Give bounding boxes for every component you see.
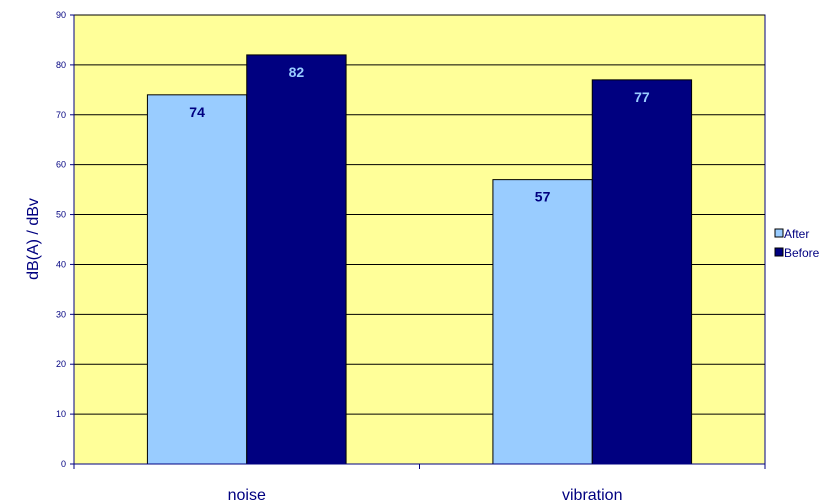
- y-tick-label: 0: [61, 459, 66, 469]
- data-label: 77: [634, 89, 650, 105]
- y-tick-label: 60: [56, 160, 66, 170]
- legend-label-before: Before: [784, 246, 820, 260]
- y-tick-label: 50: [56, 210, 66, 220]
- y-tick-label: 30: [56, 309, 66, 319]
- legend-label-after: After: [784, 227, 809, 241]
- y-axis-label: dB(A) / dBv: [25, 198, 42, 280]
- y-tick-labels: 0 10 20 30 40 50 60 70 80 90: [56, 10, 66, 469]
- bar-before-vibration: [591, 79, 693, 465]
- bar-after-vibration: [492, 179, 593, 465]
- axes: [70, 14, 766, 469]
- data-label: 57: [535, 189, 551, 205]
- data-label: 74: [189, 104, 205, 120]
- bar-after-noise: [146, 94, 248, 465]
- bar-before-noise: [246, 54, 347, 465]
- x-category-labels: noise vibration: [228, 487, 623, 503]
- y-tick-label: 80: [56, 60, 66, 70]
- bars: 74 82 57 77: [146, 54, 693, 465]
- x-category-label: noise: [228, 487, 266, 503]
- x-category-label: vibration: [562, 487, 622, 503]
- data-label: 82: [289, 64, 305, 80]
- legend: After Before: [774, 227, 820, 260]
- legend-swatch-before: [774, 247, 784, 257]
- y-tick-label: 90: [56, 10, 66, 20]
- y-tick-label: 10: [56, 409, 66, 419]
- y-tick-label: 70: [56, 110, 66, 120]
- y-tick-label: 40: [56, 259, 66, 269]
- legend-swatch-after: [774, 228, 784, 238]
- y-tick-label: 20: [56, 359, 66, 369]
